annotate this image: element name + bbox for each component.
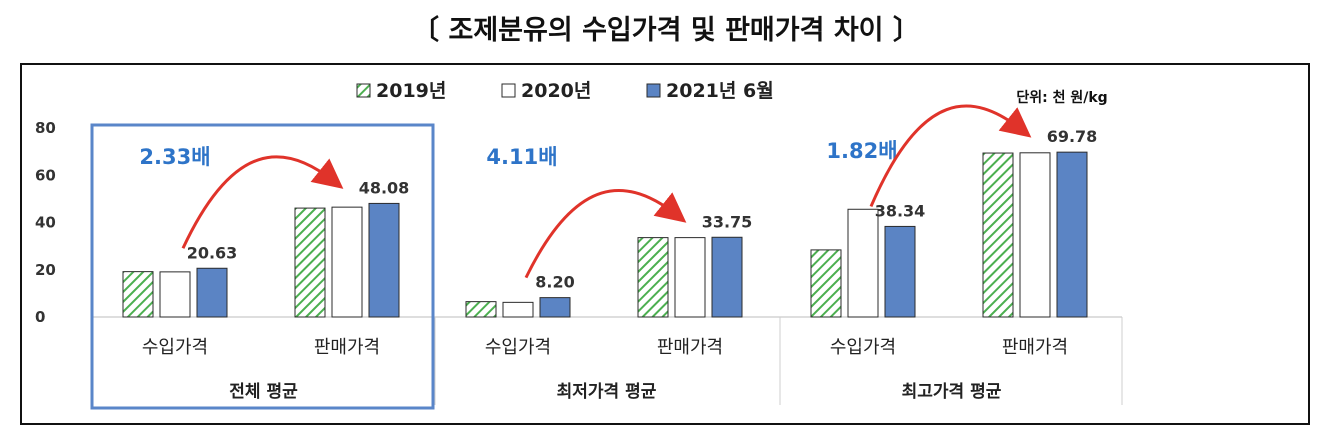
bar	[1019, 152, 1051, 318]
highlight-box	[90, 123, 435, 410]
category-label: 판매가격	[1002, 337, 1068, 358]
bar	[884, 225, 916, 318]
bar	[847, 208, 879, 318]
bar	[331, 206, 363, 318]
category-label: 수입가격	[142, 337, 208, 358]
group-label: 최고가격 평균	[902, 382, 1002, 402]
ratio-label: 1.82배	[826, 139, 897, 163]
group-label: 전체 평균	[229, 382, 298, 402]
legend-label: 2020년	[521, 80, 591, 102]
category-label: 수입가격	[485, 337, 551, 358]
data-label: 33.75	[702, 212, 753, 231]
y-tick-label: 0	[35, 308, 45, 326]
y-tick-label: 20	[35, 261, 56, 279]
y-tick-label: 80	[35, 119, 56, 137]
unit-label: 단위: 천 원/kg	[1016, 89, 1107, 106]
bar	[196, 267, 228, 318]
bar	[674, 237, 706, 318]
data-label: 20.63	[187, 243, 238, 262]
legend-label: 2019년	[376, 80, 446, 102]
bar	[159, 271, 191, 318]
bar	[368, 202, 400, 318]
bar	[465, 301, 497, 318]
data-label: 48.08	[359, 178, 410, 197]
trend-arrow	[181, 155, 344, 249]
category-label: 판매가격	[314, 337, 380, 358]
bar	[539, 297, 571, 318]
trend-arrow	[869, 104, 1032, 208]
bar	[294, 207, 326, 318]
bar	[982, 152, 1014, 318]
bar	[122, 271, 154, 318]
bar	[502, 301, 534, 318]
y-tick-label: 40	[35, 214, 56, 232]
legend-swatch	[356, 83, 371, 98]
trend-arrow	[524, 188, 687, 279]
legend-label: 2021년 6월	[666, 80, 774, 102]
ratio-label: 4.11배	[486, 145, 557, 169]
bar	[1056, 151, 1088, 318]
legend-swatch	[501, 83, 516, 98]
legend-swatch	[646, 83, 661, 98]
data-label: 38.34	[875, 201, 926, 220]
category-label: 수입가격	[830, 337, 896, 358]
bar	[637, 237, 669, 318]
ratio-label: 2.33배	[139, 145, 210, 169]
bar	[711, 236, 743, 318]
group-label: 최저가격 평균	[557, 382, 657, 402]
page-title: 〔 조제분유의 수입가격 및 판매가격 차이 〕	[412, 15, 920, 46]
data-label: 69.78	[1047, 127, 1098, 146]
category-label: 판매가격	[657, 337, 723, 358]
bar	[810, 249, 842, 318]
y-tick-label: 60	[35, 166, 56, 184]
data-label: 8.20	[535, 273, 574, 292]
